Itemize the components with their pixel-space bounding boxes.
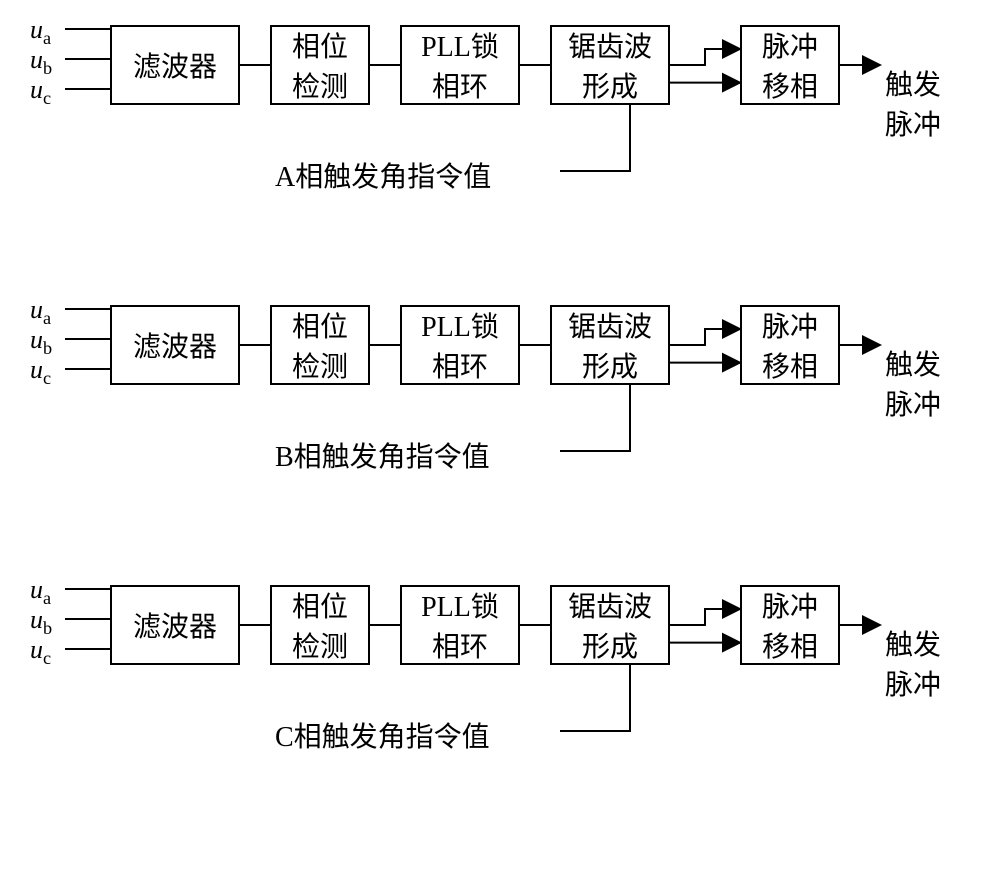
pulse-box: 脉冲移相 bbox=[740, 25, 840, 105]
diagram-canvas: uaubuc滤波器相位检测PLL锁相环锯齿波形成脉冲移相A相触发角指令值uaub… bbox=[0, 0, 1000, 871]
input-uc: uc bbox=[30, 75, 51, 109]
filter-box: 滤波器 bbox=[110, 25, 240, 105]
pll-box: PLL锁相环 bbox=[400, 305, 520, 385]
wires bbox=[0, 0, 1000, 871]
output-label: 触发脉冲 bbox=[885, 343, 941, 423]
pulse-box: 脉冲移相 bbox=[740, 305, 840, 385]
input-uc: uc bbox=[30, 355, 51, 389]
input-uc: uc bbox=[30, 635, 51, 669]
pll-box: PLL锁相环 bbox=[400, 25, 520, 105]
filter-box: 滤波器 bbox=[110, 305, 240, 385]
command-label: C相触发角指令值 bbox=[275, 715, 490, 755]
phase-box: 相位检测 bbox=[270, 305, 370, 385]
pulse-box: 脉冲移相 bbox=[740, 585, 840, 665]
output-label: 触发脉冲 bbox=[885, 623, 941, 703]
sawtooth-box: 锯齿波形成 bbox=[550, 25, 670, 105]
sawtooth-box: 锯齿波形成 bbox=[550, 305, 670, 385]
pll-box: PLL锁相环 bbox=[400, 585, 520, 665]
sawtooth-box: 锯齿波形成 bbox=[550, 585, 670, 665]
command-label: A相触发角指令值 bbox=[275, 155, 491, 195]
output-label: 触发脉冲 bbox=[885, 63, 941, 143]
filter-box: 滤波器 bbox=[110, 585, 240, 665]
phase-box: 相位检测 bbox=[270, 585, 370, 665]
phase-box: 相位检测 bbox=[270, 25, 370, 105]
command-label: B相触发角指令值 bbox=[275, 435, 490, 475]
